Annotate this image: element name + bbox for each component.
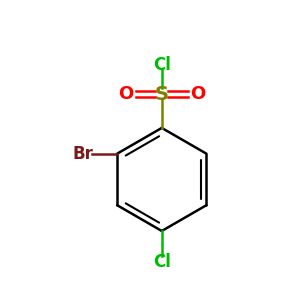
Text: O: O xyxy=(190,85,206,103)
Text: Cl: Cl xyxy=(153,56,171,74)
Text: Br: Br xyxy=(73,145,93,163)
Text: S: S xyxy=(155,85,169,104)
Text: Cl: Cl xyxy=(153,253,171,271)
Text: O: O xyxy=(118,85,133,103)
